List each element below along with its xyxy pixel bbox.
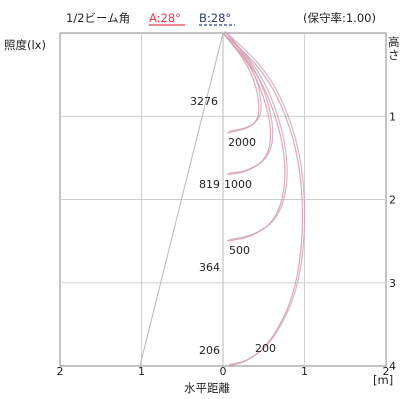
x-tick-label: 1 <box>301 365 308 378</box>
y-axis-height-label-2: さ <box>388 48 400 62</box>
isolux-curves <box>222 31 306 367</box>
y-axis-height-label-1: 高 <box>388 35 400 49</box>
center-illuminance-label: 206 <box>199 344 220 357</box>
isolux-curve-label: 500 <box>229 244 250 257</box>
beam-angle-a-label: A:28° <box>149 11 181 25</box>
center-illuminance-label: 3276 <box>190 95 218 108</box>
isolux-curve-200-b <box>224 31 306 366</box>
y-axis-illuminance-label: 照度(lx) <box>4 38 46 52</box>
isolux-curve-2000 <box>222 32 260 134</box>
x-axis-label: 水平距離 <box>184 381 230 395</box>
height-axis-ticks: 1 2 3 4 <box>389 110 396 373</box>
center-illuminance-label: 364 <box>199 261 220 274</box>
x-tick-label: 0 <box>220 365 227 378</box>
height-tick-label: 2 <box>389 194 396 207</box>
isolux-curve-label: 1000 <box>224 178 252 191</box>
isolux-curve-labels: 2000 1000 500 200 <box>224 136 276 355</box>
height-tick-label: 3 <box>389 277 396 290</box>
beam-angle-label: 1/2ビーム角 <box>66 11 130 25</box>
x-axis-ticks: 2 1 0 1 2 <box>57 365 390 378</box>
x-tick-label: 2 <box>57 365 64 378</box>
height-tick-label: 4 <box>389 360 396 373</box>
cone-left-edge <box>139 32 224 367</box>
isolux-curve-label: 2000 <box>228 136 256 149</box>
isolux-curve-label: 200 <box>255 342 276 355</box>
beam-angle-b-label: B:28° <box>199 11 231 25</box>
height-tick-label: 1 <box>389 110 396 123</box>
center-illuminance-label: 819 <box>199 178 220 191</box>
x-tick-label: 1 <box>138 365 145 378</box>
x-axis-unit: [m] <box>373 373 393 387</box>
beam-cone <box>139 32 224 367</box>
maintenance-factor-label: (保守率:1.00) <box>303 11 376 25</box>
isolux-curve-1000 <box>222 32 272 176</box>
center-illuminance-labels: 3276 819 364 206 <box>190 95 220 357</box>
isolux-curve-1000-b <box>224 31 274 174</box>
x-tick-label: 2 <box>383 365 390 378</box>
